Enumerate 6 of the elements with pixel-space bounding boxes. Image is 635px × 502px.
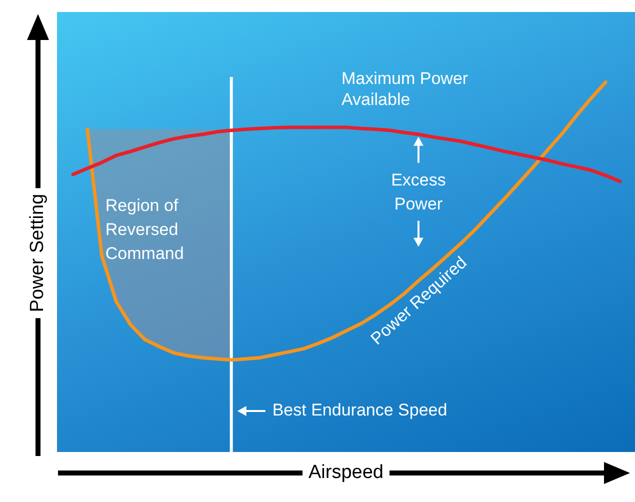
x-axis-title: Airspeed bbox=[302, 462, 390, 484]
y-axis-title: Power Setting bbox=[27, 188, 49, 318]
annotation: Excess Power bbox=[391, 170, 446, 214]
series-label: Maximum Power Available bbox=[342, 69, 468, 110]
annotation: Region of Reversed Command bbox=[105, 196, 184, 263]
annotation: Best Endurance Speed bbox=[272, 400, 448, 420]
